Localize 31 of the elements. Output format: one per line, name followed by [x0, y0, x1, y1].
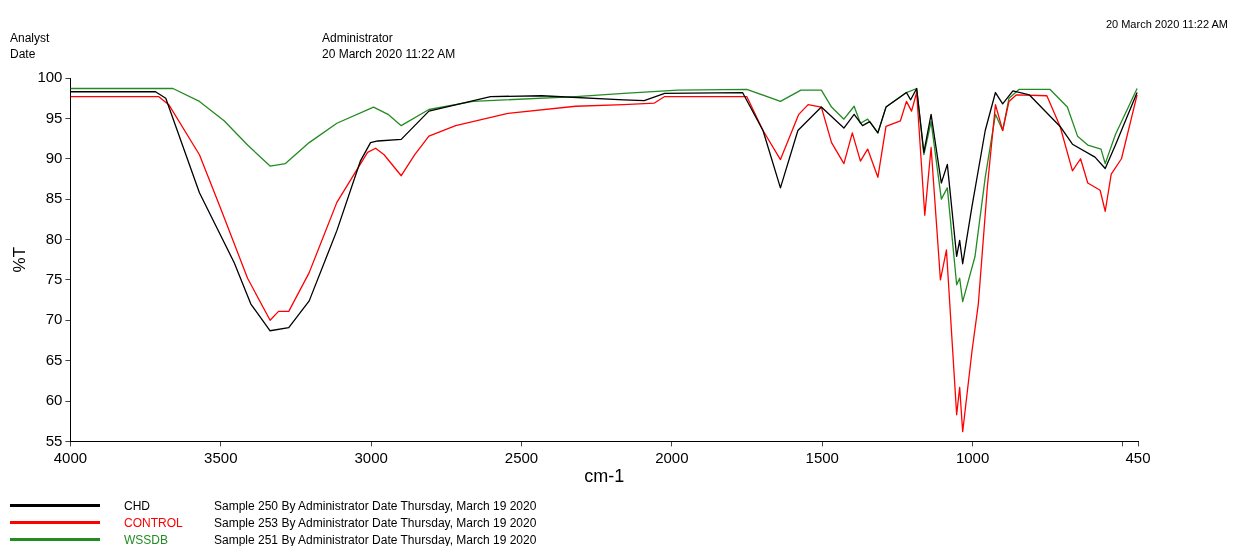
text: 20 March 2020 11:22 AM: [322, 47, 456, 61]
y-tick-label: 75: [45, 270, 63, 288]
y-tick-label: 80: [45, 229, 63, 247]
y-tick-label: 90: [45, 148, 63, 166]
x-tick-label: 3500: [204, 448, 238, 466]
x-tick-label: 1000: [955, 448, 990, 466]
x-tick-label: 450: [1125, 448, 1151, 466]
y-tick-label: 55: [45, 431, 63, 449]
x-tick-label: 2000: [655, 448, 689, 466]
y-tick-label: 85: [45, 189, 63, 207]
y-tick-label: 65: [45, 350, 63, 368]
text: CHD: [124, 498, 151, 513]
text: Date: [10, 47, 36, 61]
text: Sample 250 By Administrator Date Thursday, March 19 2020: [214, 498, 537, 513]
text: WSSDB: [124, 532, 169, 546]
y-axis-title: %T: [9, 246, 29, 273]
text: Analyst: [10, 31, 50, 45]
y-tick-label: 100: [37, 68, 63, 86]
text: 20 March 2020 11:22 AM: [1105, 18, 1228, 30]
x-tick-label: 3000: [354, 448, 388, 466]
text: CONTROL: [124, 515, 184, 530]
x-tick-label: 2500: [504, 448, 539, 466]
y-tick-label: 60: [45, 391, 63, 409]
y-tick-label: 70: [45, 310, 63, 328]
x-tick-label: 4000: [53, 448, 88, 466]
x-axis-title: cm-1: [584, 466, 625, 487]
text: Sample 253 By Administrator Date Thursday, March 19 2020: [214, 515, 537, 530]
text: Administrator: [322, 31, 393, 45]
y-tick-label: 95: [45, 108, 63, 126]
x-tick-label: 1500: [805, 448, 839, 466]
text: Sample 251 By Administrator Date Thursday, March 19 2020: [214, 532, 537, 546]
